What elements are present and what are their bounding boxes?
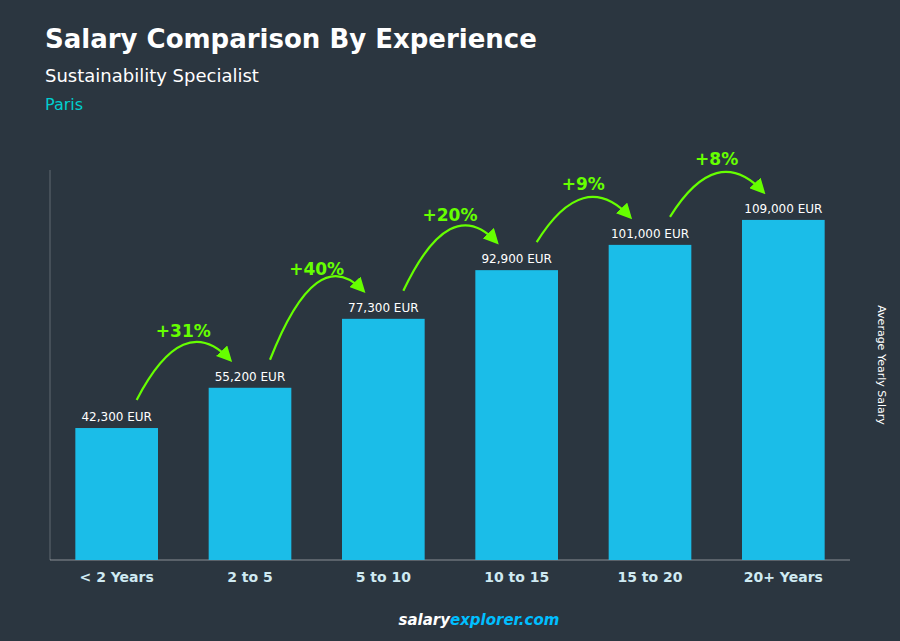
change-label: +9% xyxy=(562,174,605,194)
data-label: 55,200 EUR xyxy=(215,370,286,384)
bar xyxy=(475,270,558,560)
footer-text: salary xyxy=(399,611,452,629)
change-label: +31% xyxy=(156,321,211,341)
city: Paris xyxy=(45,95,83,114)
x-tick-label: 20+ Years xyxy=(744,569,823,585)
data-label: 92,900 EUR xyxy=(481,252,552,266)
x-tick-label: 15 to 20 xyxy=(617,569,682,585)
bar xyxy=(609,245,692,560)
change-arrow xyxy=(537,197,630,242)
data-label: 101,000 EUR xyxy=(611,227,689,241)
change-arrow xyxy=(670,172,763,217)
title: Salary Comparison By Experience xyxy=(45,24,537,54)
x-tick-label: 10 to 15 xyxy=(484,569,549,585)
change-label: +20% xyxy=(423,205,478,225)
change-arrow xyxy=(270,276,363,360)
bar xyxy=(209,388,292,560)
bars xyxy=(75,220,824,560)
bar xyxy=(75,428,158,560)
bar xyxy=(742,220,825,560)
x-axis-line xyxy=(50,560,850,561)
x-tick-label: < 2 Years xyxy=(80,569,154,585)
change-arrow xyxy=(137,342,230,400)
data-label: 77,300 EUR xyxy=(348,301,419,315)
x-tick-label: 2 to 5 xyxy=(227,569,273,585)
change-label: +40% xyxy=(289,259,344,279)
data-label: 109,000 EUR xyxy=(744,202,822,216)
bar xyxy=(342,319,425,560)
background xyxy=(0,0,900,641)
y-axis-label: Average Yearly Salary xyxy=(875,305,888,425)
change-label: +8% xyxy=(695,149,738,169)
chart: Salary Comparison By Experience Sustainab… xyxy=(0,0,900,641)
subtitle: Sustainability Specialist xyxy=(45,65,259,86)
footer-text: explorer.com xyxy=(450,611,559,629)
y-axis-line xyxy=(50,170,51,560)
change-arrow xyxy=(403,225,496,290)
x-tick-label: 5 to 10 xyxy=(356,569,412,585)
data-label: 42,300 EUR xyxy=(81,410,152,424)
